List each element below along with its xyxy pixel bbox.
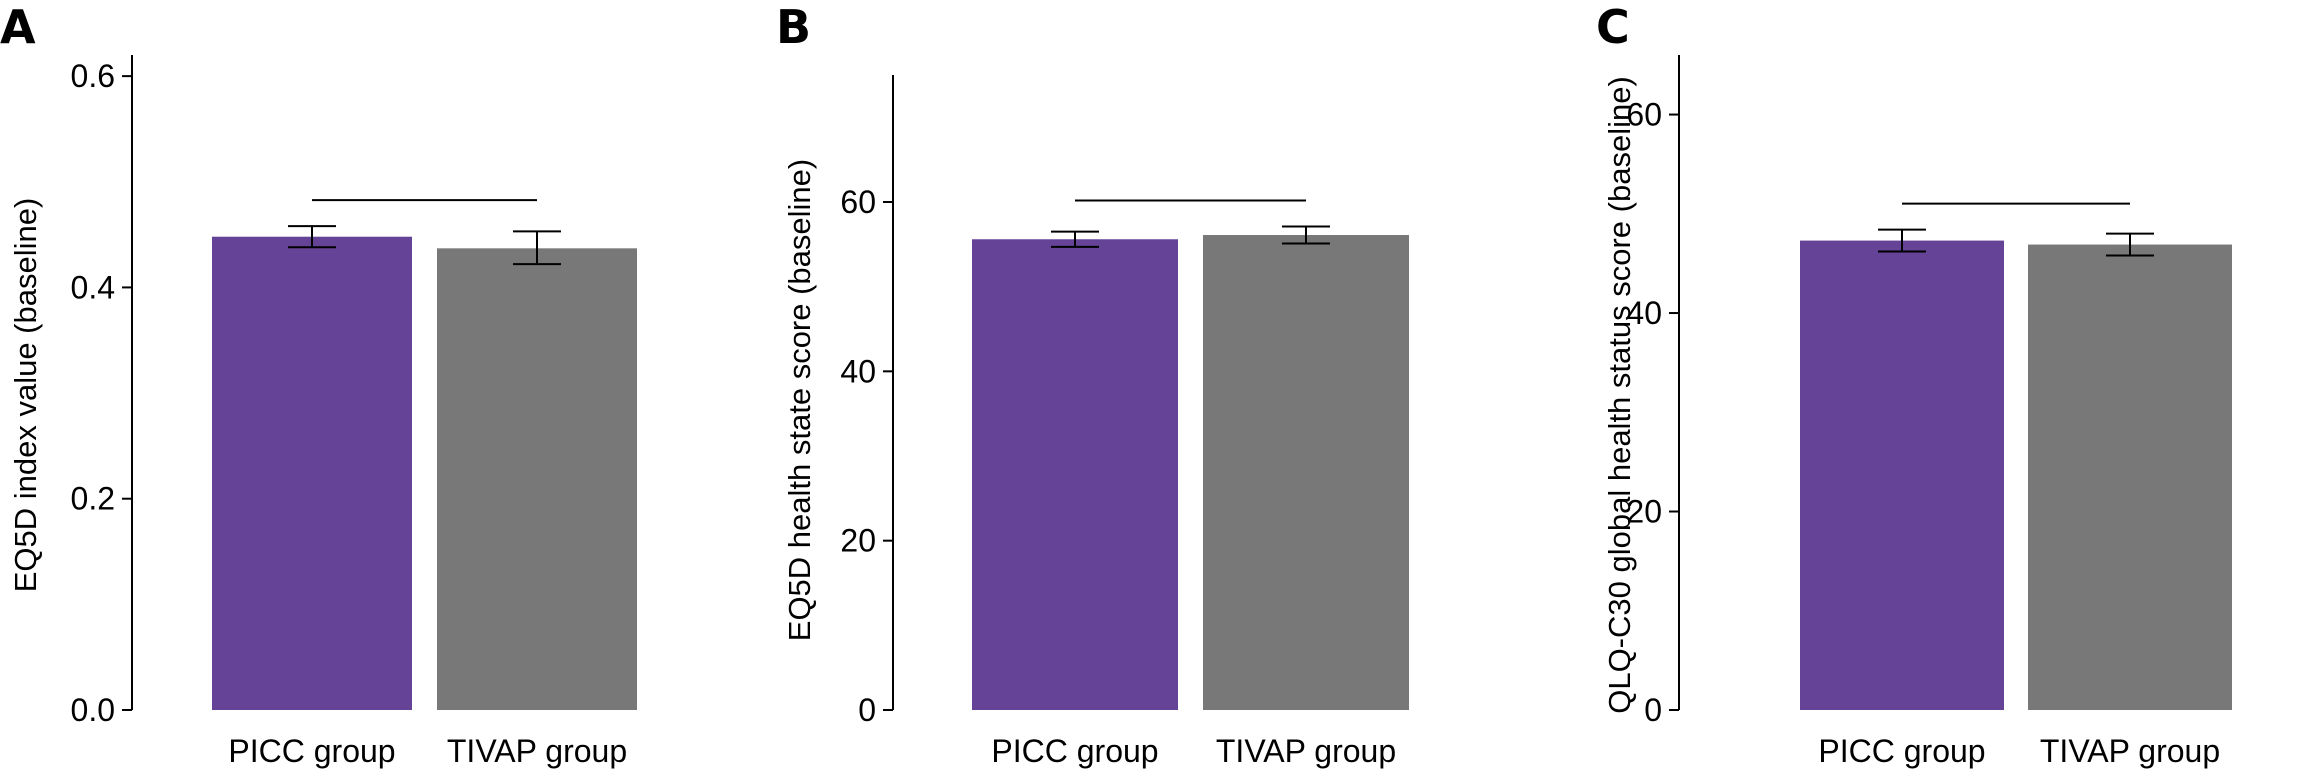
panel-c-category-label: PICC group	[1818, 733, 1985, 769]
panel-c-y-axis-title: QLQ-C30 global health status score (base…	[1602, 76, 1637, 714]
panel-a-y-axis-title: EQ5D index value (baseline)	[8, 198, 43, 593]
panel-a-y-tick-label: 0.4	[71, 269, 115, 305]
panel-b-category-label: PICC group	[991, 733, 1158, 769]
panel-c-bar-tivap	[2028, 244, 2232, 710]
panel-a-category-label: PICC group	[228, 733, 395, 769]
panel-b-letter: B	[776, 0, 811, 54]
panel-c-letter: C	[1596, 0, 1630, 54]
panel-b-y-tick-label: 40	[840, 353, 876, 389]
panel-b-category-label: TIVAP group	[1216, 733, 1396, 769]
panel-b-bar-tivap	[1203, 235, 1409, 710]
panel-b-y-tick-label: 20	[840, 523, 876, 559]
panel-b-y-tick-label: 0	[858, 692, 876, 728]
panel-b-y-tick-label: 60	[840, 184, 876, 220]
panel-a-y-tick-label: 0.2	[71, 481, 115, 517]
panel-a-y-tick-label: 0.6	[71, 58, 115, 94]
panel-c-y-tick-label: 40	[1626, 295, 1662, 331]
panel-c-bar-picc	[1800, 240, 2004, 711]
panel-c-y-tick-label: 60	[1626, 97, 1662, 133]
panel-c-y-tick-label: 0	[1644, 692, 1662, 728]
panel-a-bar-picc	[212, 236, 412, 711]
panel-b-y-axis-title: EQ5D health state score (baseline)	[782, 159, 817, 641]
panel-b-bar-picc	[972, 239, 1178, 710]
panel-c-y-tick-label: 20	[1626, 494, 1662, 530]
panel-a-y-tick-label: 0.0	[71, 692, 115, 728]
panel-a-bar-tivap	[437, 248, 637, 711]
panel-a-letter: A	[0, 0, 36, 54]
panel-c-category-label: TIVAP group	[2040, 733, 2220, 769]
panel-a-category-label: TIVAP group	[447, 733, 627, 769]
